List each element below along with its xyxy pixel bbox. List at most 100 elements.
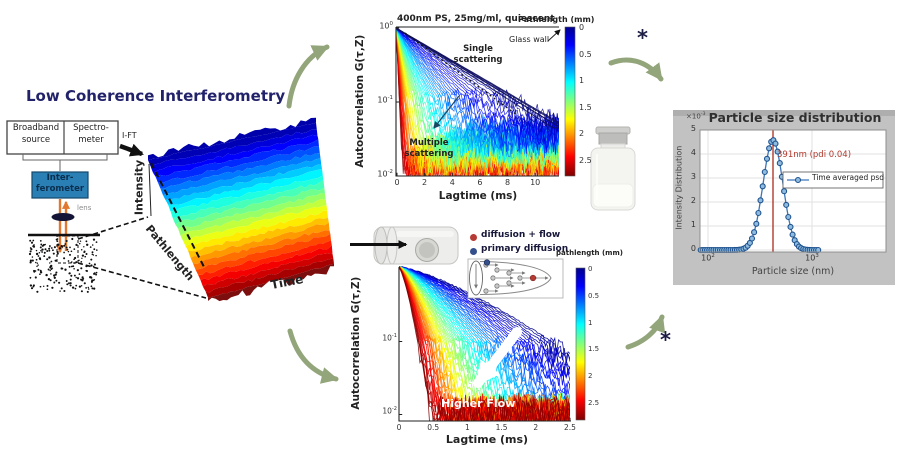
gfx-shape bbox=[49, 269, 51, 272]
gfx-shape bbox=[55, 271, 58, 274]
gfx-shape bbox=[83, 246, 85, 248]
gfx-shape bbox=[29, 261, 32, 264]
gfx-shape bbox=[39, 285, 42, 288]
glass-wall-annotation: Glass wall bbox=[509, 35, 550, 44]
asterisk-top: * bbox=[637, 26, 648, 50]
gfx-shape bbox=[49, 279, 52, 282]
gfx-shape bbox=[69, 278, 72, 281]
gfx-shape bbox=[93, 248, 96, 251]
gfx-shape bbox=[35, 261, 37, 264]
psd-marker bbox=[763, 155, 771, 162]
waterfall-band bbox=[190, 222, 330, 264]
psd-marker bbox=[774, 148, 781, 155]
ift-label: I-FT bbox=[122, 131, 137, 140]
gfx-shape bbox=[93, 263, 96, 266]
gfx-shape bbox=[38, 251, 41, 254]
gfx-shape bbox=[63, 251, 65, 254]
gfx-shape bbox=[69, 282, 72, 285]
psd-y-multiplier-exp: -3 bbox=[700, 112, 706, 117]
psd-marker bbox=[785, 213, 792, 221]
gfx-shape bbox=[31, 256, 34, 258]
waterfall-band bbox=[183, 205, 328, 246]
gfx-shape bbox=[31, 241, 33, 243]
gfx-shape bbox=[95, 241, 98, 243]
lens-icon bbox=[51, 213, 75, 221]
gfx-shape bbox=[90, 276, 93, 279]
waterfall-band bbox=[185, 210, 328, 252]
waterfall-band bbox=[170, 175, 324, 219]
axis-tick: 2.5 bbox=[579, 156, 592, 165]
gfx-shape bbox=[61, 267, 64, 270]
gfx-shape bbox=[399, 266, 570, 421]
inset-tracer-dot bbox=[517, 275, 523, 281]
quiescent-plot-title: 400nm PS, 25mg/ml, quiescent bbox=[397, 14, 555, 24]
gfx-shape bbox=[65, 239, 68, 243]
axis-tick: 4 bbox=[449, 178, 455, 187]
gfx-shape bbox=[95, 254, 97, 257]
inset-parabola bbox=[479, 261, 552, 295]
gfx-shape bbox=[57, 243, 60, 246]
gfx-shape bbox=[39, 246, 42, 249]
gfx-shape bbox=[73, 248, 76, 250]
inset-tracer-dot bbox=[494, 283, 500, 289]
gfx-shape bbox=[396, 27, 559, 128]
gfx-shape bbox=[44, 243, 46, 246]
axis-tick: 2.5 bbox=[564, 423, 576, 432]
axis-tick: 4 bbox=[690, 148, 696, 157]
gfx-shape bbox=[54, 273, 57, 276]
axis-tick: 3 bbox=[690, 172, 696, 181]
gfx-shape bbox=[41, 244, 44, 247]
gfx-shape bbox=[396, 27, 559, 129]
gfx-shape bbox=[399, 266, 570, 421]
axis-tick: 2 bbox=[422, 178, 428, 187]
gfx-shape bbox=[84, 255, 87, 258]
gfx-shape bbox=[66, 248, 69, 251]
gfx-shape bbox=[85, 253, 88, 255]
gfx-shape bbox=[396, 28, 559, 159]
gfx-shape bbox=[81, 254, 85, 257]
gfx-shape bbox=[71, 237, 74, 241]
multiple-scattering-annotation-line1: Multiple bbox=[409, 138, 449, 148]
psd-marker bbox=[751, 229, 758, 236]
gfx-shape bbox=[50, 247, 53, 249]
lens-label: lens bbox=[77, 204, 92, 212]
psd-y-multiplier-base: ×10 bbox=[686, 112, 701, 121]
gfx-shape bbox=[88, 262, 91, 265]
gfx-shape bbox=[52, 252, 55, 255]
flow-colorbar-label: pathlength (mm) bbox=[556, 249, 623, 257]
axis-tick: 6 bbox=[477, 178, 483, 187]
gfx-shape bbox=[81, 276, 84, 279]
gfx-shape bbox=[41, 248, 44, 251]
gfx-shape bbox=[399, 266, 570, 372]
single-scattering-annotation-line2: scattering bbox=[453, 55, 503, 65]
waterfall-band bbox=[148, 122, 317, 167]
psd-marker bbox=[776, 160, 783, 167]
axis-tick: 10 bbox=[530, 178, 541, 187]
gfx-shape bbox=[79, 240, 82, 242]
gfx-shape bbox=[90, 264, 93, 267]
gfx-shape bbox=[81, 279, 84, 282]
gfx-shape bbox=[50, 273, 52, 275]
gfx-shape bbox=[70, 265, 73, 268]
gfx-shape bbox=[39, 271, 43, 274]
gfx-shape bbox=[61, 246, 64, 248]
gfx-shape bbox=[29, 250, 32, 253]
psd-marker bbox=[748, 235, 756, 242]
gfx-shape bbox=[51, 286, 54, 289]
higher-flow-arrow bbox=[473, 327, 522, 388]
waterfall-band bbox=[168, 168, 323, 212]
gfx-shape bbox=[80, 284, 83, 287]
gfx-shape bbox=[32, 285, 35, 288]
source-spectrometer-box bbox=[6, 120, 119, 155]
gfx-shape bbox=[67, 260, 70, 262]
gfx-shape bbox=[399, 266, 570, 414]
gfx-shape bbox=[396, 231, 454, 237]
gfx-shape bbox=[69, 246, 71, 249]
gfx-shape bbox=[35, 252, 39, 256]
gfx-shape bbox=[85, 269, 89, 273]
gfx-shape bbox=[83, 251, 86, 254]
gfx-shape bbox=[45, 273, 48, 277]
axis-tick: 0 bbox=[588, 265, 593, 273]
psd-legend-marker bbox=[794, 176, 802, 184]
ift-arrow bbox=[119, 143, 144, 157]
